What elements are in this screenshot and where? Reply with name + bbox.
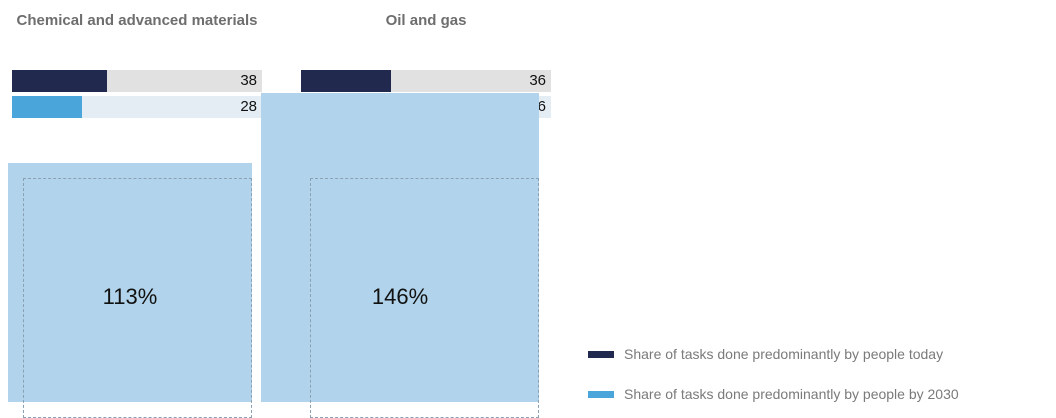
bar-value-2030: 28 <box>240 98 257 115</box>
bar-2030 <box>12 96 82 118</box>
bar-value-today: 36 <box>529 72 546 89</box>
legend-label-today: Share of tasks done predominantly by peo… <box>624 346 944 362</box>
bar-row-today: 36 <box>301 70 551 92</box>
bar-today <box>301 70 391 92</box>
bar-row-today: 38 <box>12 70 262 92</box>
bar-today <box>12 70 107 92</box>
growth-box <box>8 163 252 402</box>
growth-label: 113% <box>102 284 158 309</box>
panel-title: Oil and gas <box>385 12 467 29</box>
bar-value-today: 38 <box>240 72 257 89</box>
legend-swatch-today <box>588 351 614 358</box>
growth-label: 146% <box>371 284 429 309</box>
panel-title: Chemical and advanced materials <box>16 12 258 29</box>
bar-row-2030: 28 <box>12 96 262 118</box>
legend-swatch-2030 <box>588 391 614 398</box>
legend-label-2030: Share of tasks done predominantly by peo… <box>624 386 959 402</box>
growth-box <box>261 93 539 402</box>
panel-chemical: Chemical and advanced materials 38 28 <box>12 0 262 402</box>
